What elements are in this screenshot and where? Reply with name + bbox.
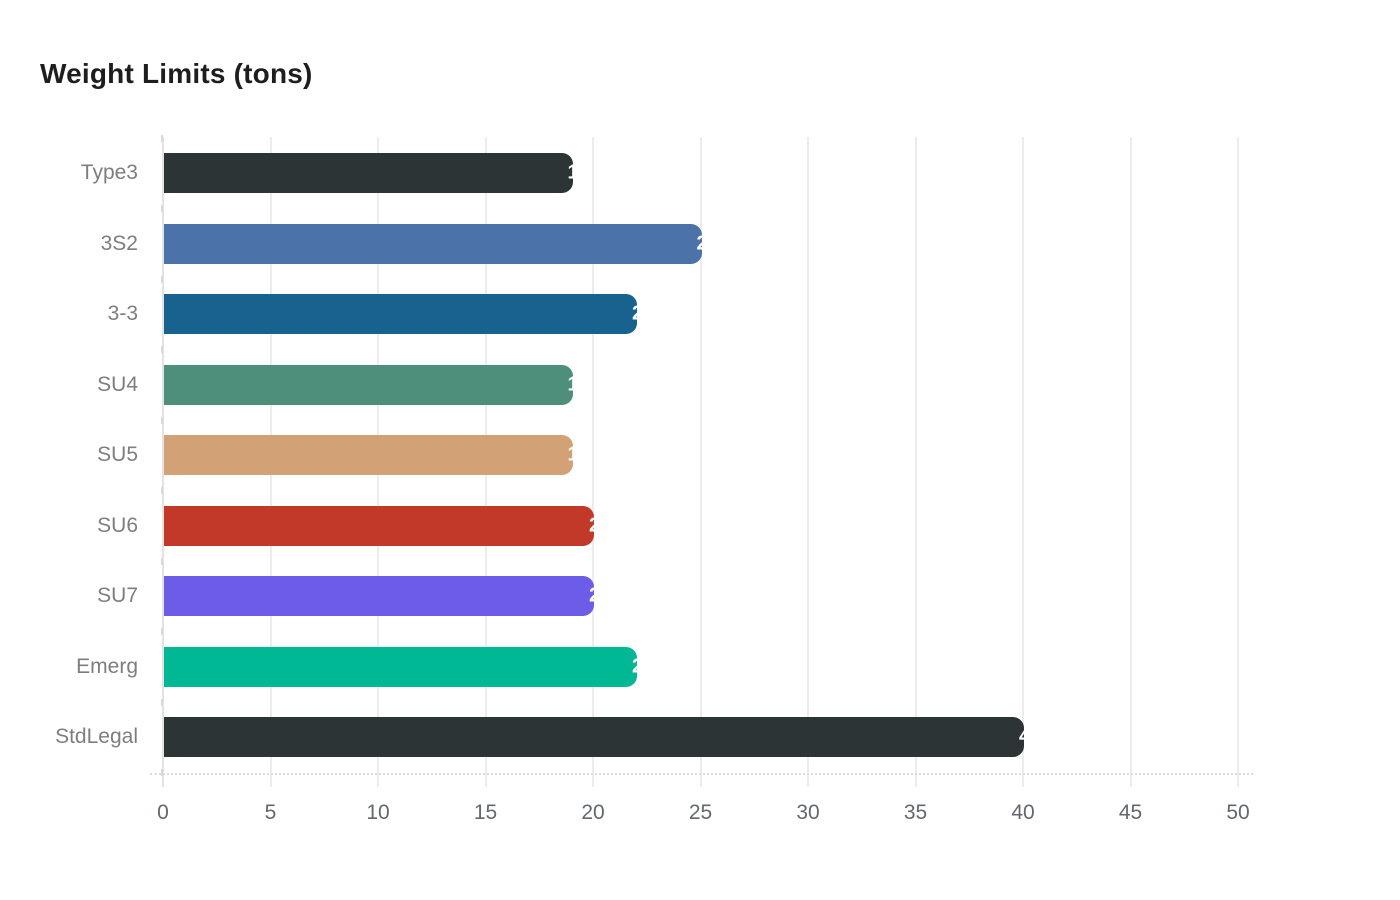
x-tick-label-25: 25: [688, 801, 713, 824]
x-tick-label-10: 10: [366, 801, 390, 824]
x-tick-label-0: 0: [157, 801, 169, 824]
gridline-50: [1237, 137, 1239, 787]
value-label-su7: 20: [589, 585, 594, 608]
value-label-3s2: 25: [697, 232, 702, 255]
value-label-su4: 19: [568, 373, 573, 396]
gridline-0: [162, 137, 164, 787]
x-tick-label-50: 50: [1226, 801, 1250, 824]
bar-stdlegal[interactable]: 40: [164, 717, 1024, 757]
value-label-stdlegal: 40: [1019, 726, 1024, 749]
category-label-su6: SU6: [97, 513, 138, 537]
gridline-40: [1022, 137, 1024, 787]
category-label-su5: SU5: [97, 443, 138, 466]
x-tick-label-45: 45: [1118, 801, 1143, 824]
category-label-emerg: Emerg: [76, 654, 138, 678]
y-axis-tick: [161, 205, 163, 213]
y-axis-tick: [161, 416, 163, 424]
bar-su4[interactable]: 19: [164, 364, 573, 405]
value-label-su5: 19: [568, 444, 573, 467]
category-label-3-3: 3-3: [107, 302, 138, 325]
y-axis-tick: [161, 769, 163, 777]
gridline-30: [807, 137, 809, 787]
bar-3-3[interactable]: 22: [164, 294, 637, 334]
value-label-su6: 20: [589, 514, 594, 537]
bar-emerg[interactable]: 22: [164, 646, 637, 687]
bar-su5[interactable]: 19: [164, 435, 573, 475]
x-tick-label-35: 35: [903, 801, 928, 824]
gridline-20: [592, 137, 594, 787]
x-tick-label-5: 5: [264, 801, 277, 824]
bar-3s2[interactable]: 25: [164, 223, 702, 264]
value-label-3-3: 22: [632, 303, 637, 326]
x-tick-label-20: 20: [581, 801, 605, 824]
y-axis-tick: [161, 557, 163, 565]
y-axis-tick: [161, 487, 163, 495]
category-label-3s2: 3S2: [100, 231, 138, 255]
gridline-45: [1129, 137, 1132, 787]
gridline-25: [699, 137, 702, 787]
category-label-stdlegal: StdLegal: [55, 725, 138, 748]
bar-su6[interactable]: 20: [164, 505, 594, 546]
chart-title: Weight Limits (tons): [40, 58, 313, 89]
y-axis-tick: [161, 628, 163, 636]
y-axis-tick: [161, 698, 163, 706]
x-tick-label-40: 40: [1011, 801, 1035, 824]
x-axis-line: [150, 773, 1253, 775]
y-axis-tick: [161, 275, 163, 283]
value-label-type3: 19: [568, 162, 573, 185]
value-label-emerg: 22: [632, 655, 637, 678]
category-label-su4: SU4: [97, 372, 138, 396]
x-tick-label-30: 30: [796, 801, 820, 824]
bar-type3[interactable]: 19: [164, 153, 573, 193]
y-axis-tick: [161, 346, 163, 354]
category-label-type3: Type3: [80, 161, 138, 184]
category-label-su7: SU7: [97, 584, 138, 607]
gridline-35: [914, 137, 917, 787]
x-tick-label-15: 15: [473, 801, 498, 824]
bar-su7[interactable]: 20: [164, 576, 594, 616]
y-axis-tick: [161, 134, 163, 142]
